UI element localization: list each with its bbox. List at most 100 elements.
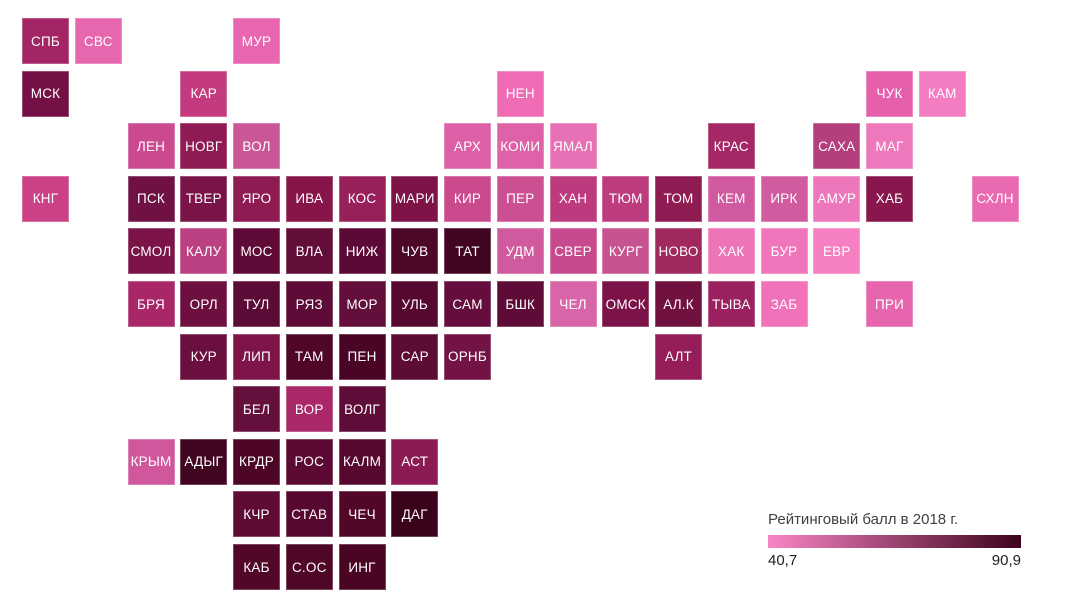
region-tile-РЯЗ[interactable]: РЯЗ xyxy=(285,281,333,327)
region-tile-ХАБ[interactable]: ХАБ xyxy=(866,175,913,222)
region-tile-МАРИ[interactable]: МАРИ xyxy=(391,175,439,222)
region-tile-АДЫГ[interactable]: АДЫГ xyxy=(180,438,228,485)
region-tile-КУР[interactable]: КУР xyxy=(180,333,228,380)
region-tile-ИРК[interactable]: ИРК xyxy=(760,175,808,222)
region-tile-ВОЛГ[interactable]: ВОЛГ xyxy=(338,386,386,433)
region-tile-КНГ[interactable]: КНГ xyxy=(22,175,69,222)
region-tile-label: КАР xyxy=(190,86,217,102)
region-tile-КРДР[interactable]: КРДР xyxy=(233,438,280,485)
region-tile-БУР[interactable]: БУР xyxy=(760,228,808,275)
region-tile-ОРНБ[interactable]: ОРНБ xyxy=(444,333,491,380)
region-tile-ТОМ[interactable]: ТОМ xyxy=(655,175,702,222)
region-tile-label: УДМ xyxy=(505,243,535,259)
region-tile-РОС[interactable]: РОС xyxy=(285,438,333,485)
region-tile-КЧР[interactable]: КЧР xyxy=(233,491,280,538)
region-tile-ЧЕЧ[interactable]: ЧЕЧ xyxy=(338,491,386,538)
region-tile-БРЯ[interactable]: БРЯ xyxy=(127,281,175,327)
region-tile-ИНГ[interactable]: ИНГ xyxy=(338,544,386,590)
region-tile-label: КАМ xyxy=(927,86,957,102)
region-tile-label: ТАТ xyxy=(455,243,480,259)
region-tile-БЕЛ[interactable]: БЕЛ xyxy=(233,386,280,433)
region-tile-label: ОМСК xyxy=(605,296,646,312)
region-tile-ЯРО[interactable]: ЯРО xyxy=(233,175,280,222)
region-tile-label: МУР xyxy=(241,33,272,49)
region-tile-ЕВР[interactable]: ЕВР xyxy=(813,228,861,275)
region-tile-АЛТ[interactable]: АЛТ xyxy=(655,333,702,380)
region-tile-ПЕН[interactable]: ПЕН xyxy=(338,333,386,380)
region-tile-СВЕР[interactable]: СВЕР xyxy=(549,228,597,275)
region-tile-ОРЛ[interactable]: ОРЛ xyxy=(180,281,228,327)
region-tile-АРХ[interactable]: АРХ xyxy=(444,123,491,170)
region-tile-С.ОС[interactable]: С.ОС xyxy=(285,544,333,590)
region-tile-КАМ[interactable]: КАМ xyxy=(918,70,966,117)
region-tile-КИР[interactable]: КИР xyxy=(444,175,491,222)
region-tile-КРЫМ[interactable]: КРЫМ xyxy=(127,438,175,485)
region-tile-АСТ[interactable]: АСТ xyxy=(391,438,439,485)
region-tile-ТАМ[interactable]: ТАМ xyxy=(285,333,333,380)
region-tile-ОМСК[interactable]: ОМСК xyxy=(602,281,650,327)
region-tile-АЛ.К[interactable]: АЛ.К xyxy=(655,281,702,327)
region-tile-МАГ[interactable]: МАГ xyxy=(866,123,913,170)
region-tile-ТЫВА[interactable]: ТЫВА xyxy=(707,281,755,327)
region-tile-МОС[interactable]: МОС xyxy=(233,228,280,275)
region-tile-СМОЛ[interactable]: СМОЛ xyxy=(127,228,175,275)
region-tile-КОМИ[interactable]: КОМИ xyxy=(496,123,544,170)
region-tile-КУРГ[interactable]: КУРГ xyxy=(602,228,650,275)
region-tile-СПБ[interactable]: СПБ xyxy=(22,18,69,64)
region-tile-УДМ[interactable]: УДМ xyxy=(496,228,544,275)
region-tile-label: СПБ xyxy=(31,33,60,49)
region-tile-ТЮМ[interactable]: ТЮМ xyxy=(602,175,650,222)
region-tile-САР[interactable]: САР xyxy=(391,333,439,380)
region-tile-ЧУК[interactable]: ЧУК xyxy=(866,70,913,117)
legend-gradient-bar xyxy=(768,535,1021,548)
region-tile-ЧЕЛ[interactable]: ЧЕЛ xyxy=(549,281,597,327)
region-tile-КАЛУ[interactable]: КАЛУ xyxy=(180,228,228,275)
region-tile-КАБ[interactable]: КАБ xyxy=(233,544,280,590)
region-tile-САХА[interactable]: САХА xyxy=(813,123,861,170)
region-tile-НЕН[interactable]: НЕН xyxy=(496,70,544,117)
region-tile-label: ТОМ xyxy=(663,191,694,207)
region-tile-КЕМ[interactable]: КЕМ xyxy=(707,175,755,222)
region-tile-САМ[interactable]: САМ xyxy=(444,281,491,327)
region-tile-СВС[interactable]: СВС xyxy=(74,18,122,64)
region-tile-АМУР[interactable]: АМУР xyxy=(813,175,861,222)
region-tile-ТАТ[interactable]: ТАТ xyxy=(444,228,491,275)
region-tile-МОР[interactable]: МОР xyxy=(338,281,386,327)
region-tile-МУР[interactable]: МУР xyxy=(233,18,280,64)
region-tile-ВЛА[interactable]: ВЛА xyxy=(285,228,333,275)
region-tile-ЧУВ[interactable]: ЧУВ xyxy=(391,228,439,275)
region-tile-НОВО[interactable]: НОВО xyxy=(655,228,702,275)
region-tile-НИЖ[interactable]: НИЖ xyxy=(338,228,386,275)
region-tile-ПСК[interactable]: ПСК xyxy=(127,175,175,222)
region-tile-ЯМАЛ[interactable]: ЯМАЛ xyxy=(549,123,597,170)
region-tile-ТУЛ[interactable]: ТУЛ xyxy=(233,281,280,327)
region-tile-ПРИ[interactable]: ПРИ xyxy=(866,281,913,327)
region-tile-ДАГ[interactable]: ДАГ xyxy=(391,491,439,538)
region-tile-label: АМУР xyxy=(817,191,857,207)
region-tile-НОВГ[interactable]: НОВГ xyxy=(180,123,228,170)
region-tile-ПЕР[interactable]: ПЕР xyxy=(496,175,544,222)
region-tile-ХАК[interactable]: ХАК xyxy=(707,228,755,275)
region-tile-ВОЛ[interactable]: ВОЛ xyxy=(233,123,280,170)
region-tile-КРАС[interactable]: КРАС xyxy=(707,123,755,170)
region-tile-label: МОС xyxy=(240,243,273,259)
region-tile-ВОР[interactable]: ВОР xyxy=(285,386,333,433)
region-tile-СХЛН[interactable]: СХЛН xyxy=(971,175,1019,222)
region-tile-ЗАБ[interactable]: ЗАБ xyxy=(760,281,808,327)
region-tile-label: СТАВ xyxy=(291,506,328,522)
region-tile-ЛЕН[interactable]: ЛЕН xyxy=(127,123,175,170)
region-tile-КАР[interactable]: КАР xyxy=(180,70,228,117)
region-tile-ЛИП[interactable]: ЛИП xyxy=(233,333,280,380)
region-tile-ХАН[interactable]: ХАН xyxy=(549,175,597,222)
region-tile-УЛЬ[interactable]: УЛЬ xyxy=(391,281,439,327)
region-tile-КАЛМ[interactable]: КАЛМ xyxy=(338,438,386,485)
region-tile-label: ЯРО xyxy=(241,191,272,207)
region-tile-label: МСК xyxy=(30,86,61,102)
region-tile-label: КОМИ xyxy=(500,138,541,154)
region-tile-СТАВ[interactable]: СТАВ xyxy=(285,491,333,538)
region-tile-МСК[interactable]: МСК xyxy=(22,70,69,117)
region-tile-ТВЕР[interactable]: ТВЕР xyxy=(180,175,228,222)
region-tile-ИВА[interactable]: ИВА xyxy=(285,175,333,222)
region-tile-БШК[interactable]: БШК xyxy=(496,281,544,327)
region-tile-КОС[interactable]: КОС xyxy=(338,175,386,222)
